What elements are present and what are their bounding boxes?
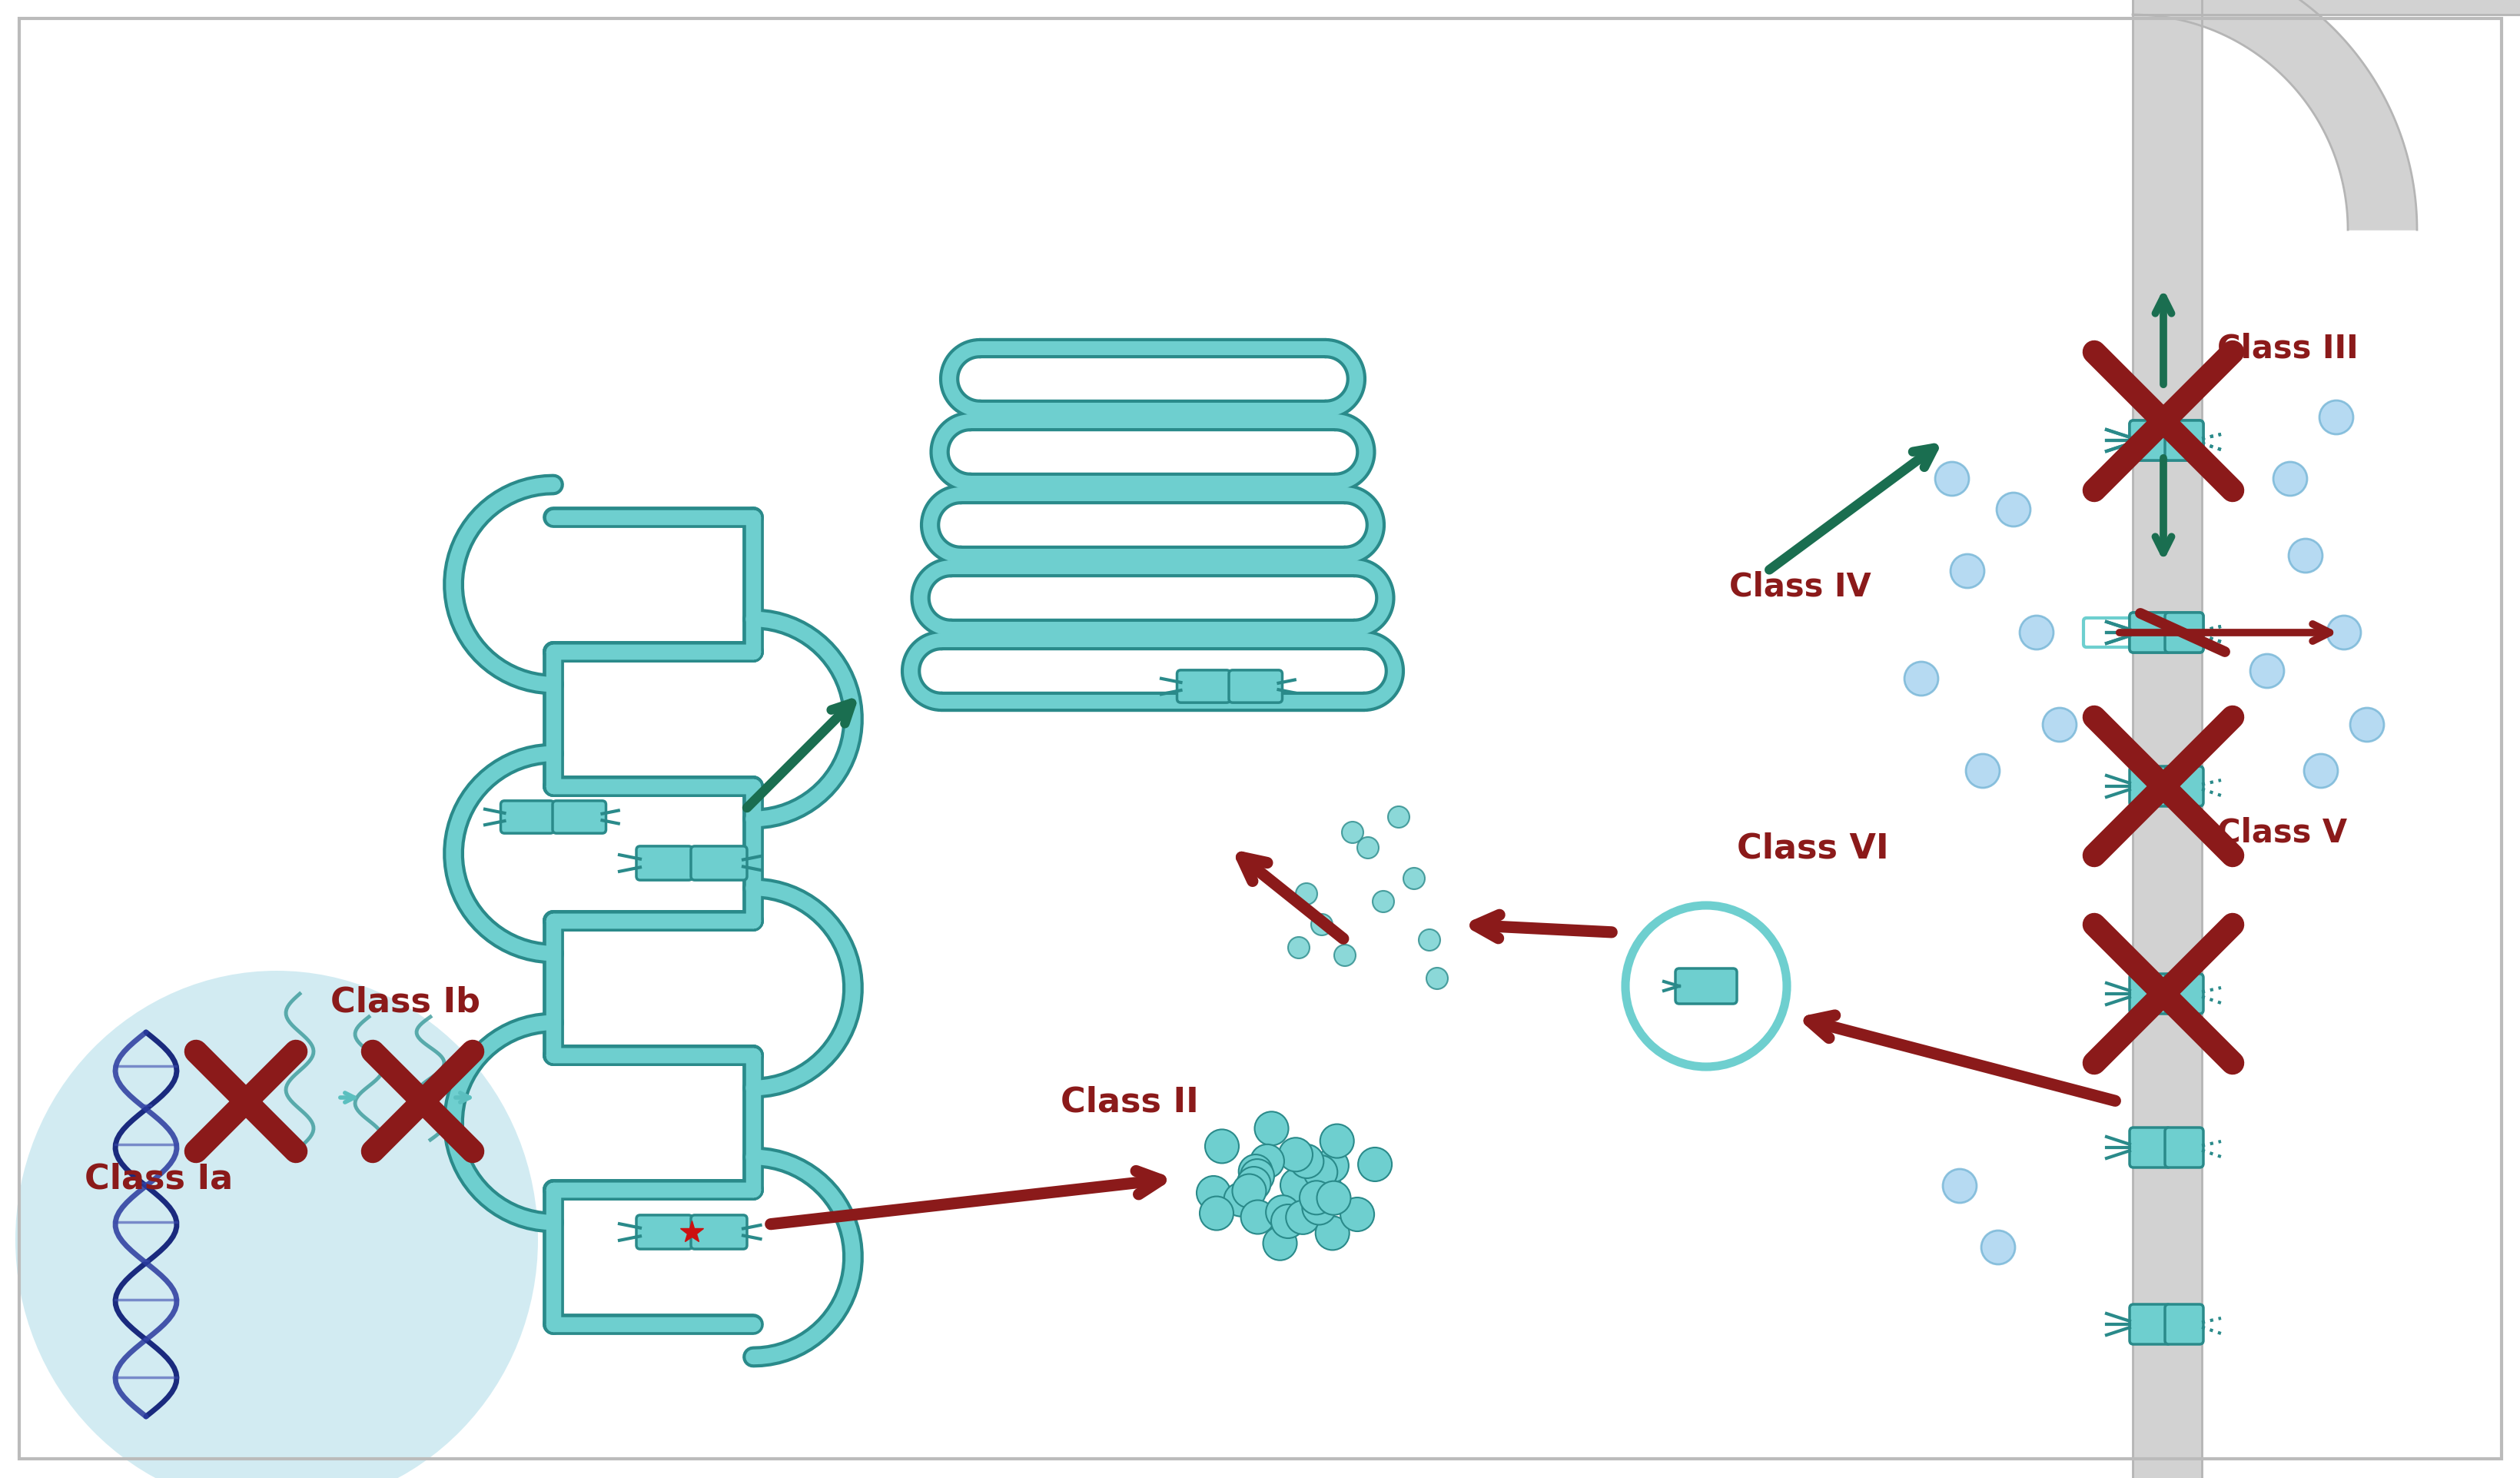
Circle shape (1903, 662, 1938, 696)
Circle shape (2303, 754, 2336, 788)
Circle shape (1333, 944, 1356, 967)
Circle shape (1981, 1231, 2013, 1265)
Circle shape (1303, 1156, 1338, 1190)
FancyBboxPatch shape (635, 847, 693, 881)
Text: Class VI: Class VI (1736, 832, 1887, 865)
Circle shape (1996, 494, 2029, 528)
FancyBboxPatch shape (1177, 671, 1230, 704)
Circle shape (1308, 1171, 1341, 1205)
FancyBboxPatch shape (2165, 974, 2202, 1014)
Text: Class Ib: Class Ib (330, 986, 481, 1018)
FancyBboxPatch shape (2129, 613, 2170, 653)
Circle shape (1288, 937, 1310, 959)
Circle shape (1270, 1205, 1305, 1239)
Circle shape (1315, 1148, 1348, 1182)
Circle shape (1300, 1181, 1333, 1215)
Circle shape (1237, 1168, 1270, 1200)
Circle shape (1225, 1182, 1257, 1216)
Text: Class II: Class II (1061, 1085, 1200, 1117)
Circle shape (1240, 1200, 1275, 1234)
Circle shape (1966, 754, 1998, 788)
Circle shape (2318, 401, 2354, 435)
Circle shape (1280, 1169, 1313, 1202)
Circle shape (1315, 1181, 1351, 1215)
Circle shape (2250, 655, 2283, 689)
FancyBboxPatch shape (2165, 1128, 2202, 1168)
Circle shape (1625, 906, 1787, 1067)
Circle shape (1358, 1147, 1391, 1181)
FancyBboxPatch shape (2165, 421, 2202, 461)
Circle shape (1419, 930, 1439, 950)
FancyBboxPatch shape (690, 1215, 746, 1249)
FancyBboxPatch shape (2165, 613, 2202, 653)
Text: Class Ia: Class Ia (86, 1162, 232, 1194)
Circle shape (2349, 708, 2384, 742)
FancyBboxPatch shape (2165, 421, 2202, 461)
Circle shape (1200, 1197, 1232, 1230)
Circle shape (1263, 1227, 1295, 1261)
FancyBboxPatch shape (2129, 613, 2170, 653)
FancyBboxPatch shape (501, 801, 554, 834)
Circle shape (1943, 1169, 1976, 1203)
Circle shape (1250, 1144, 1283, 1178)
Circle shape (1255, 1111, 1288, 1145)
Circle shape (1278, 1138, 1313, 1172)
Circle shape (1356, 838, 1378, 859)
Circle shape (1341, 822, 1363, 844)
Circle shape (1295, 884, 1318, 905)
FancyBboxPatch shape (1676, 968, 1736, 1004)
Circle shape (2326, 616, 2361, 650)
FancyBboxPatch shape (2129, 421, 2170, 461)
Circle shape (1265, 1196, 1300, 1230)
Circle shape (1373, 891, 1394, 912)
Circle shape (1935, 463, 1968, 497)
FancyBboxPatch shape (2084, 618, 2157, 647)
FancyBboxPatch shape (2129, 767, 2170, 807)
Circle shape (1310, 915, 1333, 936)
FancyBboxPatch shape (635, 1215, 693, 1249)
Circle shape (2273, 463, 2306, 497)
Circle shape (1205, 1129, 1237, 1163)
FancyBboxPatch shape (2129, 1305, 2170, 1345)
FancyBboxPatch shape (690, 847, 746, 881)
Text: Class III: Class III (2218, 333, 2359, 365)
Circle shape (2288, 539, 2321, 573)
Circle shape (1341, 1197, 1373, 1231)
Circle shape (1315, 1216, 1348, 1250)
Polygon shape (2132, 0, 2417, 231)
Circle shape (1232, 1174, 1265, 1208)
FancyBboxPatch shape (2165, 1305, 2202, 1345)
Circle shape (1404, 868, 1424, 890)
FancyBboxPatch shape (2129, 421, 2170, 461)
Circle shape (1950, 554, 1983, 588)
Circle shape (1303, 1191, 1336, 1225)
Circle shape (2019, 616, 2054, 650)
FancyBboxPatch shape (1230, 671, 1283, 704)
FancyBboxPatch shape (552, 801, 605, 834)
Circle shape (1240, 1159, 1273, 1193)
Text: Class IV: Class IV (1729, 571, 1870, 603)
Circle shape (1197, 1176, 1230, 1210)
Circle shape (1389, 807, 1409, 828)
FancyBboxPatch shape (2165, 613, 2202, 653)
FancyBboxPatch shape (2129, 1128, 2170, 1168)
Circle shape (1237, 1154, 1273, 1188)
Ellipse shape (15, 971, 537, 1478)
Circle shape (1290, 1144, 1323, 1178)
FancyBboxPatch shape (2129, 974, 2170, 1014)
Text: Class V: Class V (2218, 816, 2346, 848)
FancyBboxPatch shape (2165, 767, 2202, 807)
Circle shape (1320, 1125, 1353, 1159)
Circle shape (1285, 1200, 1320, 1234)
Circle shape (1426, 968, 1446, 989)
Circle shape (2041, 708, 2076, 742)
